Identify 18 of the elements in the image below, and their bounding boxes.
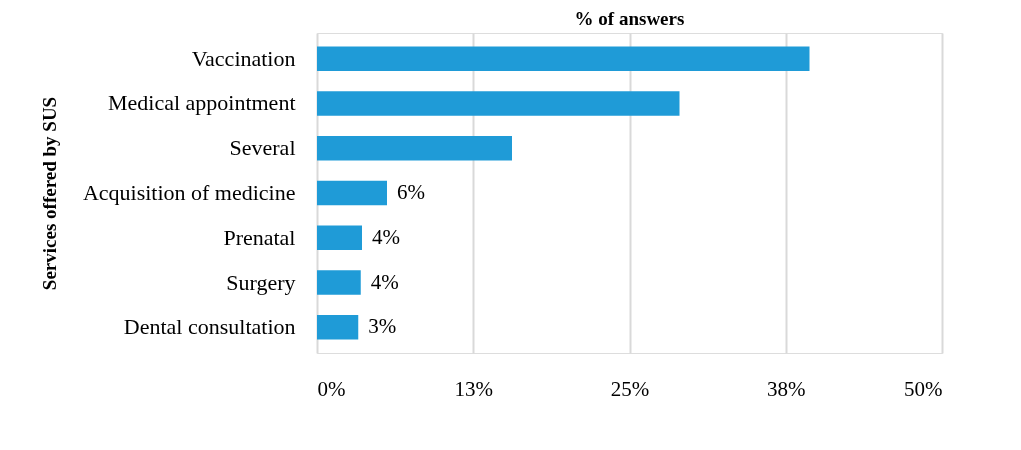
y-axis-title: Services offered by SUS <box>38 96 60 291</box>
chart-title: % of answers <box>574 8 685 29</box>
y-tick-label: Acquisition of medicine <box>82 180 296 205</box>
x-tick-label: 13% <box>454 376 493 401</box>
y-tick-label: Medical appointment <box>107 90 296 116</box>
y-tick-label: Several <box>229 135 296 161</box>
y-tick-label: Surgery <box>226 269 296 295</box>
y-tick-label: Vaccination <box>191 45 296 71</box>
y-tick-label: Prenatal <box>223 224 296 250</box>
data-label: 6% <box>397 180 425 204</box>
y-tick-label: Dental consultation <box>123 314 296 340</box>
data-label: 3% <box>368 314 397 339</box>
x-tick-label: 38% <box>767 376 806 401</box>
x-tick-label: 25% <box>610 376 650 401</box>
x-tick-label: 50% <box>904 376 943 401</box>
data-label: 4% <box>372 224 400 249</box>
data-label: 4% <box>370 269 399 294</box>
x-tick-label: 0% <box>317 376 346 401</box>
